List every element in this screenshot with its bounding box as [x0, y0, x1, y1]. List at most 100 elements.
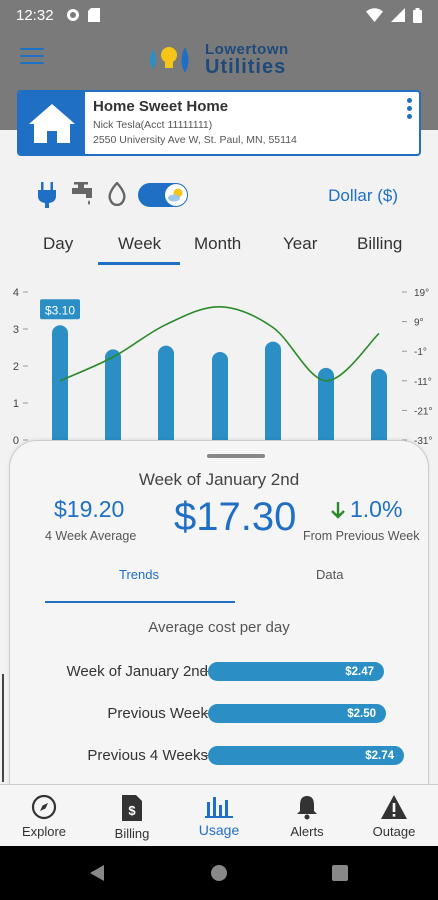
- y-tick-label: 1: [13, 398, 19, 410]
- cost-row-tick: [202, 713, 208, 714]
- svg-text:$: $: [128, 803, 136, 818]
- cost-row: Week of January 2nd $2.47: [10, 661, 430, 683]
- chart-bar: [265, 341, 281, 448]
- account-card[interactable]: Home Sweet Home Nick Tesla(Acct 11111111…: [17, 90, 421, 156]
- status-bar: 12:32: [0, 0, 438, 30]
- sheet-drag-handle[interactable]: [207, 454, 265, 458]
- menu-icon[interactable]: [20, 48, 44, 68]
- logo-drops-icon: [150, 46, 189, 73]
- change-label: From Previous Week: [303, 529, 420, 543]
- gas-flame-icon[interactable]: [108, 182, 126, 206]
- nav-outage-label: Outage: [372, 824, 416, 839]
- cost-row-label: Week of January 2nd: [66, 663, 208, 680]
- avg-cost-title: Average cost per day: [148, 619, 290, 636]
- selected-tab-indicator: [98, 262, 180, 265]
- bar-chart-icon: [205, 797, 233, 818]
- nav-alerts[interactable]: Alerts: [263, 785, 351, 847]
- nav-usage-label: Usage: [198, 822, 240, 838]
- cost-row-bar: $2.74: [208, 746, 404, 765]
- y2-tick-label: 9°: [414, 318, 424, 329]
- y2-tick-label: -11°: [414, 377, 432, 388]
- nav-billing-label: Billing: [114, 826, 150, 841]
- utility-selector: Dollar ($): [0, 178, 438, 214]
- weather-sun-cloud-icon: [168, 188, 183, 202]
- more-options-icon[interactable]: [399, 92, 419, 154]
- cost-row-value: $2.74: [365, 750, 394, 762]
- y2-tick-label: -31°: [414, 436, 432, 447]
- app-logo: Lowertown Utilities: [145, 42, 289, 77]
- tab-day[interactable]: Day: [43, 234, 74, 253]
- back-icon[interactable]: [88, 864, 106, 882]
- wifi-icon: [366, 8, 383, 22]
- status-time: 12:32: [16, 6, 54, 24]
- change-percent: 1.0%: [350, 496, 403, 522]
- home-button-icon[interactable]: [210, 864, 228, 882]
- cost-row-value: $2.47: [345, 666, 374, 678]
- y2-tick-label: 19°: [414, 288, 429, 299]
- tab-week[interactable]: Week: [118, 234, 162, 253]
- period-tabs: Day Week Month Year Billing: [0, 228, 438, 266]
- change-value: 1.0%: [330, 496, 402, 523]
- cost-row-label: Previous 4 Weeks: [87, 747, 208, 764]
- week-cost-value: $17.30: [174, 495, 297, 539]
- electric-plug-icon[interactable]: [38, 182, 56, 208]
- cost-row-value: $2.50: [347, 708, 376, 720]
- cost-row-bar: $2.50: [208, 704, 386, 723]
- cost-row-bar: $2.47: [208, 662, 384, 681]
- home-icon: [19, 92, 85, 154]
- nav-billing[interactable]: $ Billing: [88, 785, 176, 847]
- chart-bar: [371, 368, 387, 448]
- tab-data[interactable]: Data: [316, 567, 344, 582]
- logo-line-1: Lowertown: [205, 41, 289, 58]
- temperature-line: [59, 305, 380, 382]
- bar-tooltip-label: $3.10: [45, 303, 75, 317]
- chart-bar: [212, 351, 228, 448]
- summary-sheet: Week of January 2nd $19.20 4 Week Averag…: [9, 440, 429, 800]
- cost-row: Previous Week $2.50: [10, 703, 430, 725]
- y2-tick-label: -1°: [414, 347, 427, 358]
- currency-selector[interactable]: Dollar ($): [328, 186, 398, 205]
- bell-icon: [297, 796, 317, 820]
- bar-tooltip: [40, 299, 80, 320]
- recents-icon[interactable]: [331, 864, 349, 882]
- bill-icon: $: [122, 795, 142, 821]
- chart-bar: [158, 345, 174, 448]
- usage-chart-svg: 0 1 2 3 4 19° 9° -1° -11° -21° -31° $3.10: [13, 287, 432, 448]
- tab-trends[interactable]: Trends: [119, 567, 159, 582]
- y2-tick-label: -21°: [414, 406, 432, 417]
- arrow-down-icon: [331, 501, 345, 519]
- tab-year[interactable]: Year: [283, 234, 318, 253]
- nav-alerts-label: Alerts: [290, 824, 324, 839]
- compass-icon: [31, 794, 57, 820]
- cost-row: Previous 4 Weeks $2.74: [10, 745, 430, 767]
- account-address: 2550 University Ave W, St. Paul, MN, 551…: [93, 134, 297, 147]
- nav-usage[interactable]: Usage: [175, 785, 263, 847]
- sheet-tabs: Trends Data: [45, 563, 395, 603]
- weather-overlay-toggle[interactable]: [138, 183, 188, 207]
- chart-bar: [52, 325, 68, 448]
- cost-row-label: Previous Week: [107, 705, 208, 722]
- nav-explore[interactable]: Explore: [0, 785, 88, 847]
- cost-row-tick: [202, 755, 208, 756]
- nav-explore-label: Explore: [21, 824, 67, 839]
- water-faucet-icon[interactable]: [70, 182, 96, 206]
- logo-line-2: Utilities: [205, 56, 287, 78]
- divider: [2, 674, 4, 782]
- sd-card-icon: [87, 8, 100, 22]
- tab-billing[interactable]: Billing: [357, 234, 403, 253]
- chart-bar: [318, 367, 334, 448]
- bottom-navigation: Explore $ Billing Usage Alerts Outage: [0, 784, 438, 846]
- signal-icon: [391, 8, 405, 22]
- system-navigation-bar: [0, 846, 438, 900]
- tab-month[interactable]: Month: [194, 234, 242, 253]
- y-tick-label: 4: [13, 287, 19, 299]
- usage-chart: 0 1 2 3 4 19° 9° -1° -11° -21° -31° $3.10: [0, 280, 438, 450]
- account-name: Home Sweet Home: [93, 98, 229, 115]
- y-tick-label: 3: [13, 324, 19, 336]
- cost-row-tick: [202, 671, 208, 672]
- battery-icon: [413, 7, 422, 23]
- nav-outage[interactable]: Outage: [350, 785, 438, 847]
- four-week-average-label: 4 Week Average: [45, 529, 137, 543]
- four-week-average-value: $19.20: [54, 496, 125, 522]
- y-tick-label: 2: [13, 361, 19, 373]
